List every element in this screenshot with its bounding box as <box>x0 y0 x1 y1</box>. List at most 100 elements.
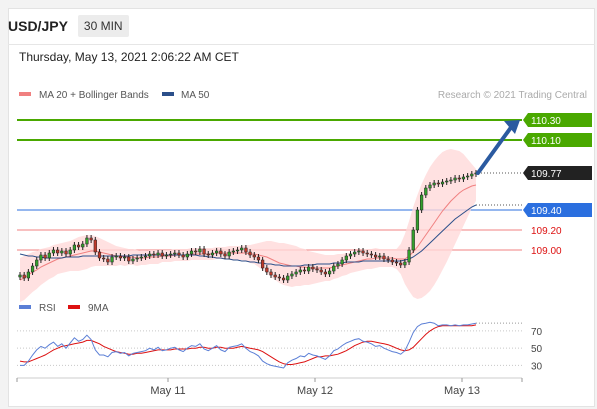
candle-body <box>240 247 244 251</box>
copyright-label: Research © 2021 Trading Central <box>438 90 587 101</box>
projection-layer <box>476 120 520 175</box>
candle-body <box>231 250 235 253</box>
chart-card <box>8 8 595 407</box>
candle-body <box>189 250 194 255</box>
projection-arrow-shaft <box>476 124 514 175</box>
timestamp-label: Thursday, May 13, 2021 2:06:22 AM CET <box>19 50 239 64</box>
candle-body <box>248 251 252 256</box>
price-label-109.00: 109.00 <box>531 246 562 257</box>
ma9-line <box>19 324 477 365</box>
candle-body <box>399 262 403 266</box>
candle-body <box>35 259 39 267</box>
candle-body <box>348 253 353 257</box>
candle-body <box>369 253 374 256</box>
candle-body <box>185 253 189 258</box>
candle-body <box>461 176 466 180</box>
candle-body <box>445 180 449 183</box>
candle-body <box>298 269 302 273</box>
candle-body <box>294 271 298 275</box>
candle-body <box>373 254 378 258</box>
candle-body <box>148 253 152 257</box>
candle-body <box>449 179 453 182</box>
candle-body <box>277 276 281 279</box>
candle-body <box>156 252 160 256</box>
candle-body <box>135 257 139 260</box>
candle-body <box>407 249 411 263</box>
candle-body <box>436 182 440 185</box>
ma9-legend-swatch <box>68 305 80 309</box>
candle-body <box>323 271 327 275</box>
x-tick-label: May 11 <box>150 385 185 397</box>
candle-body <box>424 187 428 196</box>
x-tick-label: May 13 <box>444 385 480 397</box>
rsi-panel: 70 50 30 <box>17 321 543 372</box>
candle-body <box>227 251 231 257</box>
candle-body <box>403 261 407 266</box>
candle-body <box>390 259 394 263</box>
candle-body <box>118 255 123 259</box>
ma50-legend-label: MA 50 <box>181 90 210 101</box>
price-label-110.10: 110.10 <box>531 136 561 147</box>
candle-body <box>131 258 135 262</box>
candle-body <box>210 252 215 256</box>
price-tag-110.30 <box>523 113 592 127</box>
candle-body <box>164 254 169 257</box>
header-divider <box>8 44 595 45</box>
rsi-legend-label: RSI <box>39 303 56 314</box>
candle-body <box>30 265 35 273</box>
price-tag-109.40 <box>523 203 592 217</box>
candle-body <box>440 181 445 185</box>
candle-body <box>290 273 294 277</box>
candle-body <box>194 250 198 253</box>
candle-body <box>382 255 386 260</box>
candle-body <box>127 256 131 262</box>
ma50-layer <box>19 204 477 267</box>
candle-body <box>311 266 315 270</box>
candle-body <box>76 244 81 248</box>
bollinger-legend-label: MA 20 + Bollinger Bands <box>39 90 149 101</box>
candle-body <box>51 249 56 254</box>
rsi-tick-70: 70 <box>531 327 543 338</box>
bollinger-layer <box>19 149 477 302</box>
candle-body <box>223 253 227 257</box>
candle-body <box>470 173 474 177</box>
candle-body <box>160 252 164 257</box>
candle-body <box>466 175 470 178</box>
candle-body <box>302 269 307 272</box>
price-label-109.77: 109.77 <box>531 169 562 180</box>
candle-body <box>60 250 64 254</box>
candle-body <box>181 254 185 258</box>
candle-body <box>386 258 390 261</box>
candle-body <box>22 274 26 279</box>
candle-body <box>378 255 382 258</box>
candle-body <box>43 254 47 259</box>
candle-body <box>18 274 22 278</box>
candle-body <box>252 254 256 258</box>
projection-arrow-head <box>504 120 520 134</box>
rsi-legend-swatch <box>19 305 31 309</box>
candle-body <box>428 184 432 189</box>
candle-body <box>432 182 436 186</box>
candle-body <box>139 256 143 259</box>
candle-body <box>39 254 43 261</box>
candle-body <box>269 271 273 276</box>
candle-body <box>106 258 110 263</box>
candle-body <box>336 263 340 267</box>
candle-body <box>261 259 265 269</box>
price-tag-109.77 <box>523 166 592 180</box>
ma50-legend-swatch <box>162 92 174 96</box>
candle-body <box>420 194 424 211</box>
candle-body <box>281 277 286 281</box>
candle-body <box>340 259 344 265</box>
candle-body <box>344 255 348 261</box>
candle-body <box>332 265 336 272</box>
candle-body <box>315 268 319 271</box>
x-axis-ticks: May 11 May 12 May 13 <box>16 378 523 397</box>
candle-body <box>215 250 219 254</box>
candle-body <box>319 269 323 273</box>
candle-body <box>256 256 261 261</box>
candle-body <box>244 247 248 253</box>
candle-body <box>198 248 202 253</box>
timeframe-badge[interactable]: 30 MIN <box>77 15 129 37</box>
